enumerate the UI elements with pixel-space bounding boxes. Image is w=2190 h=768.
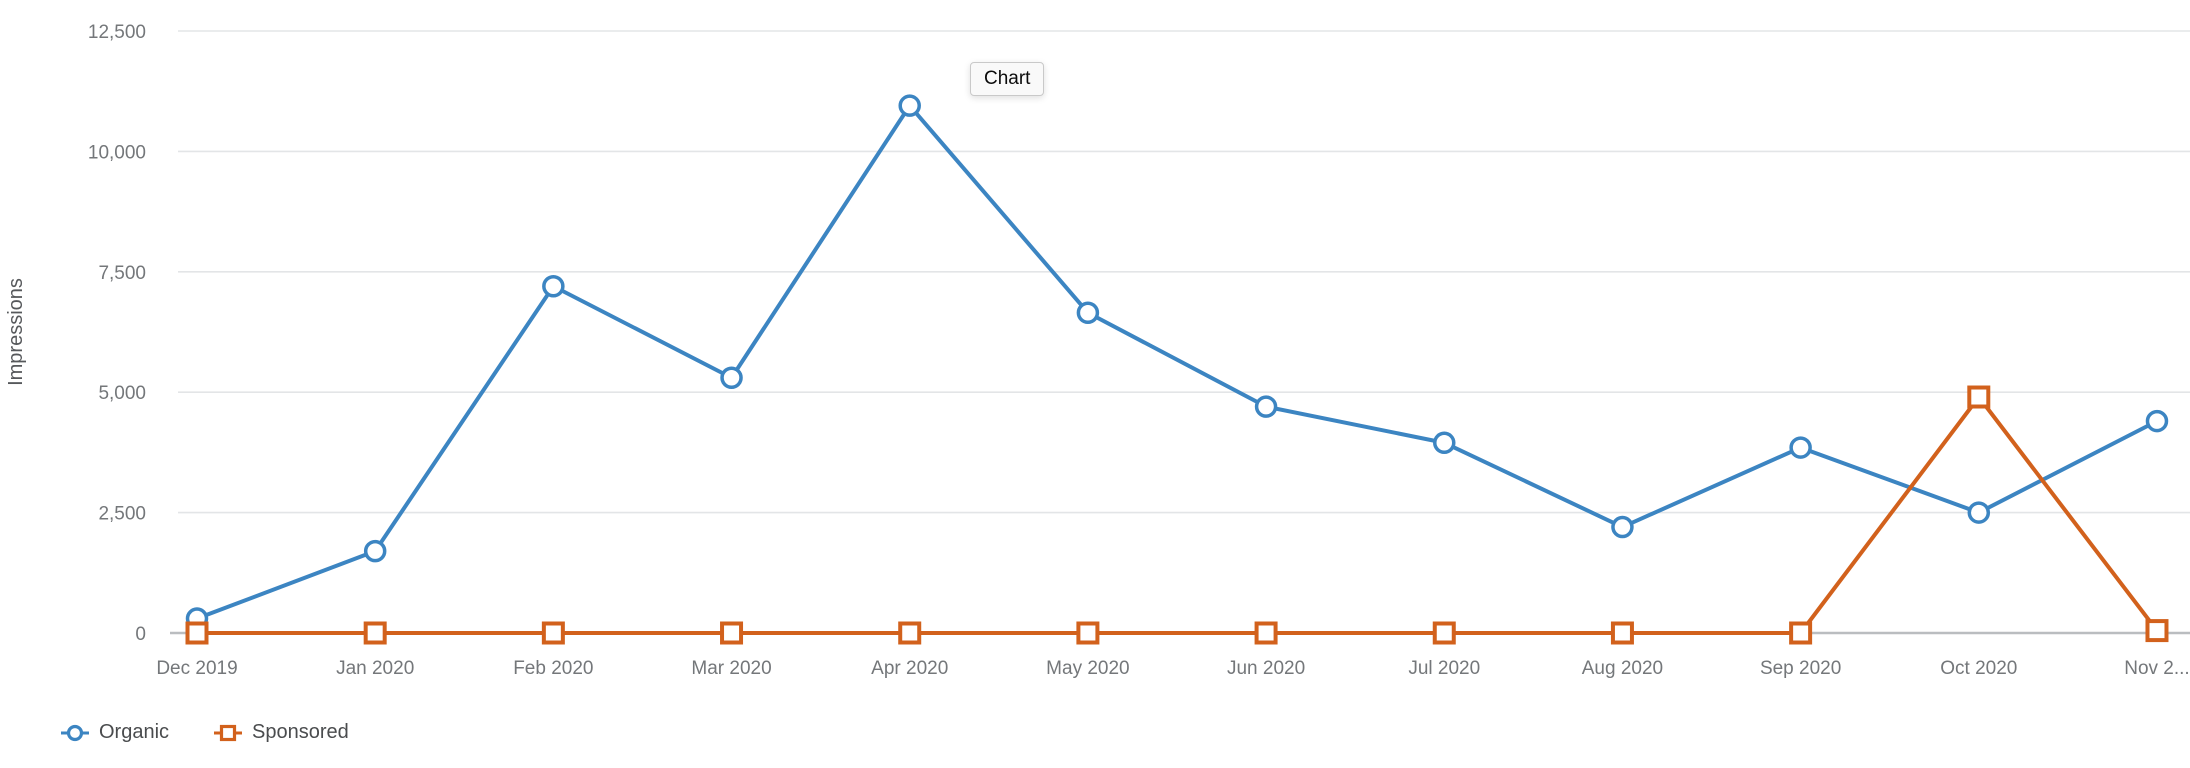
organic-point[interactable] — [898, 94, 921, 117]
sponsored-point[interactable] — [541, 621, 565, 645]
organic-point[interactable] — [1967, 501, 1991, 524]
sponsored-point[interactable] — [2145, 619, 2169, 643]
sponsored-point[interactable] — [1254, 621, 1278, 645]
y-tick-label: 10,000 — [88, 142, 146, 163]
x-axis-tick-labels: Dec 2019 Jan 2020 Feb 2020 Mar 2020 Apr 2020… — [156, 658, 2189, 679]
x-tick-label: Oct 2020 — [1940, 658, 2017, 679]
y-axis-title: Impressions — [5, 278, 27, 386]
sponsored-point[interactable] — [1967, 385, 1991, 409]
x-tick-label: Apr 2020 — [871, 658, 948, 679]
chart-legend: Organic Sponsored — [60, 721, 349, 744]
organic-point[interactable] — [1254, 395, 1278, 418]
x-tick-label: Nov 2... — [2124, 658, 2189, 679]
y-tick-label: 0 — [135, 624, 146, 645]
y-tick-label: 5,000 — [98, 383, 146, 404]
legend-label-organic: Organic — [99, 721, 170, 743]
sponsored-point[interactable] — [1610, 621, 1634, 645]
organic-line — [195, 103, 2159, 621]
y-tick-label: 12,500 — [88, 22, 146, 43]
organic-point[interactable] — [720, 366, 743, 390]
organic-point[interactable] — [363, 539, 387, 563]
organic-point[interactable] — [1789, 436, 1812, 459]
x-tick-label: Aug 2020 — [1582, 658, 1663, 679]
x-tick-label: Sep 2020 — [1760, 658, 1841, 679]
organic-point[interactable] — [542, 274, 565, 298]
gridlines — [170, 30, 2190, 635]
sponsored-square-icon — [214, 724, 243, 741]
sponsored-point[interactable] — [1432, 621, 1456, 645]
organic-point[interactable] — [1076, 301, 1100, 324]
x-tick-label: Jul 2020 — [1408, 658, 1480, 679]
sponsored-point[interactable] — [720, 621, 744, 645]
x-tick-label: Feb 2020 — [513, 658, 593, 679]
x-tick-label: Jan 2020 — [336, 658, 414, 679]
chart-tooltip: Chart — [970, 62, 1045, 96]
sponsored-point[interactable] — [1789, 621, 1813, 645]
organic-point[interactable] — [1611, 515, 1634, 539]
sponsored-point[interactable] — [898, 621, 922, 645]
organic-circle-icon — [61, 724, 89, 741]
y-tick-label: 2,500 — [98, 504, 146, 525]
y-axis-tick-labels: 0 2,500 5,000 7,500 10,000 12,500 — [88, 22, 146, 645]
sponsored-point[interactable] — [1076, 621, 1100, 645]
organic-point[interactable] — [2145, 409, 2169, 433]
series-layer — [185, 94, 2169, 645]
legend-item-sponsored[interactable]: Sponsored — [213, 721, 349, 744]
x-tick-label: May 2020 — [1046, 658, 1129, 679]
x-tick-label: Jun 2020 — [1227, 658, 1305, 679]
x-tick-label: Dec 2019 — [156, 658, 237, 679]
sponsored-point[interactable] — [363, 621, 387, 645]
x-tick-label: Mar 2020 — [691, 658, 771, 679]
impressions-chart[interactable]: 0 2,500 5,000 7,500 10,000 12,500 Impressions… — [0, 0, 2190, 700]
legend-item-organic[interactable]: Organic — [60, 721, 169, 744]
y-tick-label: 7,500 — [98, 263, 146, 284]
organic-point[interactable] — [1433, 431, 1456, 455]
sponsored-line — [195, 395, 2159, 635]
legend-label-sponsored: Sponsored — [252, 721, 349, 743]
sponsored-point[interactable] — [185, 621, 209, 645]
